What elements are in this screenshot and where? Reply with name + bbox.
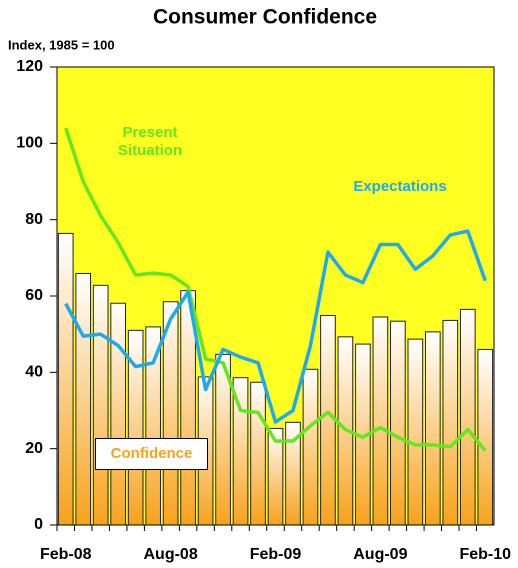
bar — [390, 320, 406, 526]
line — [64, 229, 487, 424]
x-tick-label: Feb-09 — [250, 546, 302, 563]
series-label: Present Situation — [117, 124, 183, 159]
y-tick-label: 120 — [16, 58, 43, 75]
bar — [459, 308, 476, 526]
line — [64, 127, 487, 452]
bar — [477, 348, 494, 526]
bar — [320, 314, 336, 526]
chart-title: Consumer Confidence — [153, 6, 377, 29]
bar — [372, 316, 389, 526]
bar — [424, 331, 441, 526]
bar — [145, 326, 161, 526]
series-label: Confidence — [95, 438, 208, 470]
bar — [407, 338, 424, 526]
bar — [75, 272, 92, 526]
x-tick-label: Aug-08 — [144, 546, 198, 563]
bar — [267, 427, 284, 526]
y-tick-label: 0 — [34, 516, 43, 533]
y-tick-label: 20 — [25, 440, 43, 457]
subtitle: Index, 1985 = 100 — [8, 37, 115, 52]
x-tick-label: Feb-10 — [459, 546, 511, 563]
bar — [92, 284, 109, 526]
y-tick-label: 40 — [25, 364, 43, 381]
x-tick-label: Feb-08 — [40, 546, 92, 563]
y-tick-label: 80 — [25, 211, 43, 228]
bar — [302, 368, 319, 526]
bar — [442, 319, 459, 526]
bar — [110, 302, 127, 526]
bar — [250, 381, 266, 526]
bar — [57, 232, 74, 526]
series-label: Expectations — [353, 178, 447, 195]
y-tick-label: 100 — [16, 135, 43, 152]
x-tick-label: Aug-09 — [353, 546, 407, 563]
y-tick-label: 60 — [25, 287, 43, 304]
